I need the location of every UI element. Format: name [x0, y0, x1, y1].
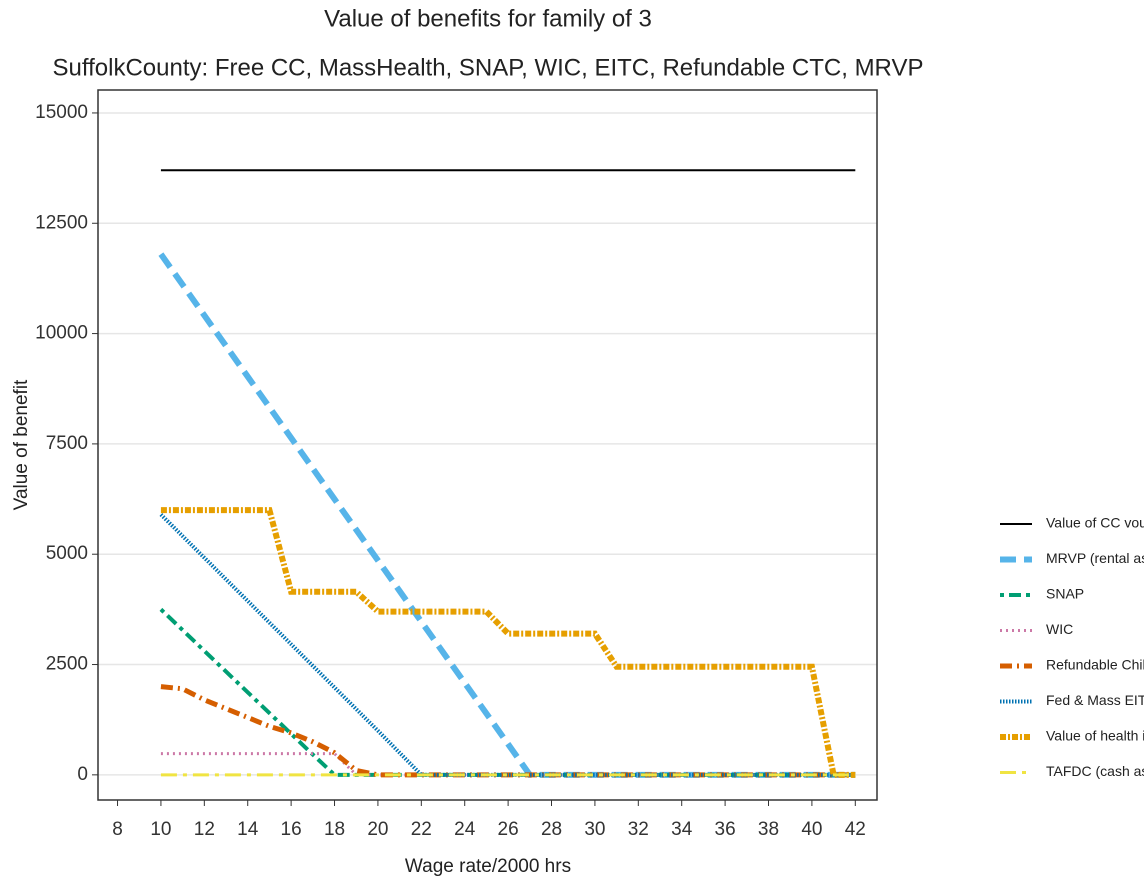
series-line — [160, 507, 856, 778]
legend-label: Value of health ins — [1046, 728, 1144, 744]
x-tick-label: 22 — [411, 819, 432, 840]
x-tick-label: 10 — [150, 819, 171, 840]
x-tick-label: 8 — [112, 819, 123, 840]
y-tick-label: 5000 — [46, 543, 88, 564]
x-tick-label: 26 — [498, 819, 519, 840]
chart-title: Value of benefits for family of 3 — [324, 5, 652, 32]
x-tick-label: 28 — [541, 819, 562, 840]
legend-label: TAFDC (cash assistance) — [1046, 763, 1144, 779]
y-axis-label: Value of benefit — [11, 379, 32, 510]
y-tick-label: 2500 — [46, 654, 88, 675]
series-line — [159, 607, 856, 777]
series-line — [158, 252, 856, 778]
x-tick-label: 38 — [758, 819, 779, 840]
legend-label: MRVP (rental assitance) — [1046, 550, 1144, 566]
legend-label: WIC — [1046, 621, 1073, 637]
x-tick-label: 18 — [324, 819, 345, 840]
x-tick-label: 14 — [237, 819, 259, 840]
legend-label: SNAP — [1046, 586, 1084, 602]
series-line — [159, 513, 856, 777]
y-tick-label: 10000 — [35, 323, 88, 344]
x-tick-label: 36 — [715, 819, 736, 840]
chart-subtitle: SuffolkCounty: Free CC, MassHealth, SNAP… — [53, 54, 924, 81]
legend-label: Value of CC voucher — [1046, 515, 1144, 531]
x-tick-label: 24 — [454, 819, 476, 840]
series-line — [160, 752, 856, 777]
x-tick-label: 12 — [194, 819, 215, 840]
legend-label: Refundable Child Tax Credit — [1046, 657, 1144, 673]
x-tick-label: 30 — [584, 819, 605, 840]
x-tick-label: 20 — [367, 819, 388, 840]
x-tick-label: 42 — [845, 819, 866, 840]
x-tick-label: 32 — [628, 819, 649, 840]
legend-label: Fed & Mass EITC — [1046, 692, 1144, 708]
x-axis-label: Wage rate/2000 hrs — [405, 856, 571, 877]
y-tick-label: 12500 — [35, 212, 88, 233]
series-line — [160, 684, 856, 778]
x-tick-label: 34 — [671, 819, 693, 840]
x-tick-label: 40 — [801, 819, 822, 840]
y-tick-label: 0 — [77, 764, 88, 785]
x-tick-label: 16 — [281, 819, 302, 840]
y-tick-label: 15000 — [35, 102, 88, 123]
plot-frame — [97, 89, 878, 801]
y-tick-label: 7500 — [46, 433, 88, 454]
